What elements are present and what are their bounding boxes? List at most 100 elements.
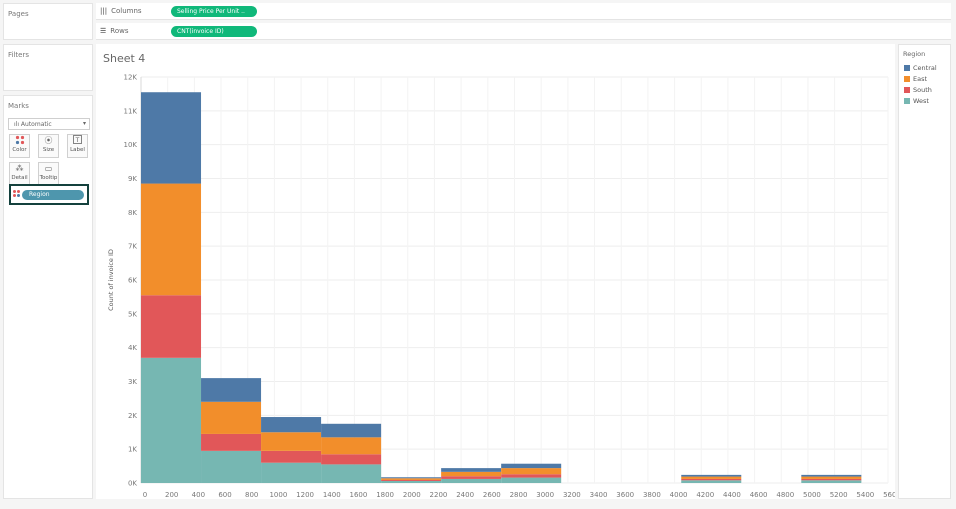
y-tick-label: 5K — [128, 310, 137, 318]
bar-segment-central — [501, 463, 562, 469]
region-legend: Region Central East South West — [898, 44, 951, 499]
legend-item-central[interactable]: Central — [904, 64, 937, 73]
bar-segment-west — [141, 357, 202, 483]
bar-segment-central — [441, 468, 502, 472]
y-tick-label: 9K — [128, 175, 137, 183]
bar-segment-south — [501, 474, 562, 478]
bar-segment-east — [501, 468, 562, 475]
x-tick-label: 1000 — [269, 491, 287, 499]
rows-shelf-label: ☰ Rows — [100, 27, 129, 35]
detail-icon: ⁂ — [15, 164, 24, 173]
bar-segment-south — [441, 476, 502, 479]
x-tick-label: 0 — [143, 491, 147, 499]
pages-title: Pages — [8, 10, 29, 18]
size-icon: ⦿ — [44, 136, 53, 145]
x-tick-label: 400 — [192, 491, 205, 499]
y-tick-label: 2K — [128, 412, 137, 420]
x-tick-label: 4200 — [696, 491, 714, 499]
legend-title: Region — [903, 50, 926, 58]
rows-shelf: ☰ Rows CNT(invoice ID) — [96, 23, 951, 40]
x-tick-label: 4800 — [776, 491, 794, 499]
x-tick-label: 4600 — [750, 491, 768, 499]
left-panels: Pages Filters Marks ılı Automatic ▾ Colo… — [3, 3, 93, 499]
chevron-down-icon: ▾ — [82, 120, 86, 127]
label-button[interactable]: T Label — [67, 134, 88, 158]
tooltip-button[interactable]: ▭ Tooltip — [38, 162, 59, 186]
x-tick-label: 1600 — [350, 491, 368, 499]
bar-segment-central — [141, 92, 202, 184]
bar-segment-east — [381, 478, 442, 480]
bar-segment-west — [321, 464, 382, 483]
size-button[interactable]: ⦿ Size — [38, 134, 59, 158]
x-tick-label: 5600 — [883, 491, 895, 499]
x-tick-label: 5400 — [856, 491, 874, 499]
region-field-highlight: Region — [9, 184, 89, 205]
x-tick-label: 2200 — [430, 491, 448, 499]
rows-icon: ☰ — [100, 27, 107, 35]
x-tick-label: 2800 — [510, 491, 528, 499]
x-tick-label: 800 — [245, 491, 258, 499]
mark-type-value: Automatic — [20, 121, 52, 128]
bar-segment-south — [201, 433, 262, 451]
x-tick-label: 200 — [165, 491, 178, 499]
bar-segment-west — [801, 480, 862, 483]
legend-item-south[interactable]: South — [904, 86, 932, 95]
y-tick-label: 6K — [128, 277, 137, 285]
detail-button[interactable]: ⁂ Detail — [9, 162, 30, 186]
x-tick-label: 1200 — [296, 491, 314, 499]
x-tick-label: 5000 — [803, 491, 821, 499]
bar-segment-west — [501, 477, 562, 483]
rows-pill[interactable]: CNT(invoice ID) — [171, 26, 257, 37]
bar-segment-south — [141, 295, 202, 358]
label-icon: T — [68, 135, 87, 147]
y-tick-label: 8K — [128, 209, 137, 217]
marks-title: Marks — [8, 102, 29, 110]
y-tick-label: 12K — [124, 74, 138, 82]
filters-title: Filters — [8, 51, 29, 59]
histogram-chart: 0K 1K 2K 3K 4K 5K 6K 7K 8K 9K 10K 11K 12K 0 200 400 600 8… — [107, 74, 895, 500]
color-label: Color — [12, 147, 27, 153]
x-tick-label: 2400 — [456, 491, 474, 499]
bar-segment-central — [261, 417, 322, 433]
color-button[interactable]: Color — [9, 134, 30, 158]
legend-swatch — [904, 76, 910, 82]
columns-shelf-label: ||| Columns — [100, 7, 142, 15]
pages-card[interactable]: Pages — [3, 3, 93, 40]
bar-segment-central — [321, 423, 382, 438]
columns-pill[interactable]: Selling Price Per Unit .. — [171, 6, 257, 17]
bar-segment-east — [681, 476, 742, 479]
bar-segment-central — [681, 474, 742, 477]
x-tick-label: 5200 — [830, 491, 848, 499]
region-pill[interactable]: Region — [22, 190, 84, 200]
bar-segment-west — [441, 478, 502, 483]
bar-segment-east — [801, 476, 862, 479]
x-tick-label: 3400 — [590, 491, 608, 499]
legend-item-west[interactable]: West — [904, 97, 929, 106]
bar-segment-west — [681, 480, 742, 483]
x-tick-label: 1800 — [376, 491, 394, 499]
marks-card: Marks ılı Automatic ▾ Color ⦿ Size T Lab… — [3, 95, 93, 499]
legend-item-east[interactable]: East — [904, 75, 927, 84]
bar-segment-south — [381, 479, 442, 481]
x-tick-label: 2000 — [403, 491, 421, 499]
bar-segment-west — [261, 462, 322, 483]
filters-card[interactable]: Filters — [3, 44, 93, 91]
worksheet-view: Sheet 4 0K 1K 2K 3K 4K 5K 6K 7K 8K 9K 10K 11K 12K 0 20… — [96, 44, 895, 499]
x-tick-label: 3200 — [563, 491, 581, 499]
y-tick-label: 1K — [128, 446, 137, 454]
mark-type-dropdown[interactable]: ılı Automatic ▾ — [8, 118, 90, 130]
y-tick-label: 0K — [128, 480, 137, 488]
columns-shelf: ||| Columns Selling Price Per Unit .. — [96, 3, 951, 20]
legend-swatch — [904, 87, 910, 93]
bar-segment-central — [801, 474, 862, 477]
bar-segment-west — [381, 480, 442, 483]
tooltip-label: Tooltip — [39, 175, 58, 181]
x-tick-label: 3800 — [643, 491, 661, 499]
bar-segment-east — [441, 471, 502, 477]
detail-label: Detail — [11, 175, 28, 181]
tooltip-icon: ▭ — [44, 164, 53, 173]
bar-segment-south — [801, 478, 862, 481]
color-dots-icon — [10, 135, 29, 147]
bar-segment-south — [261, 450, 322, 463]
bar-segment-east — [141, 183, 202, 296]
